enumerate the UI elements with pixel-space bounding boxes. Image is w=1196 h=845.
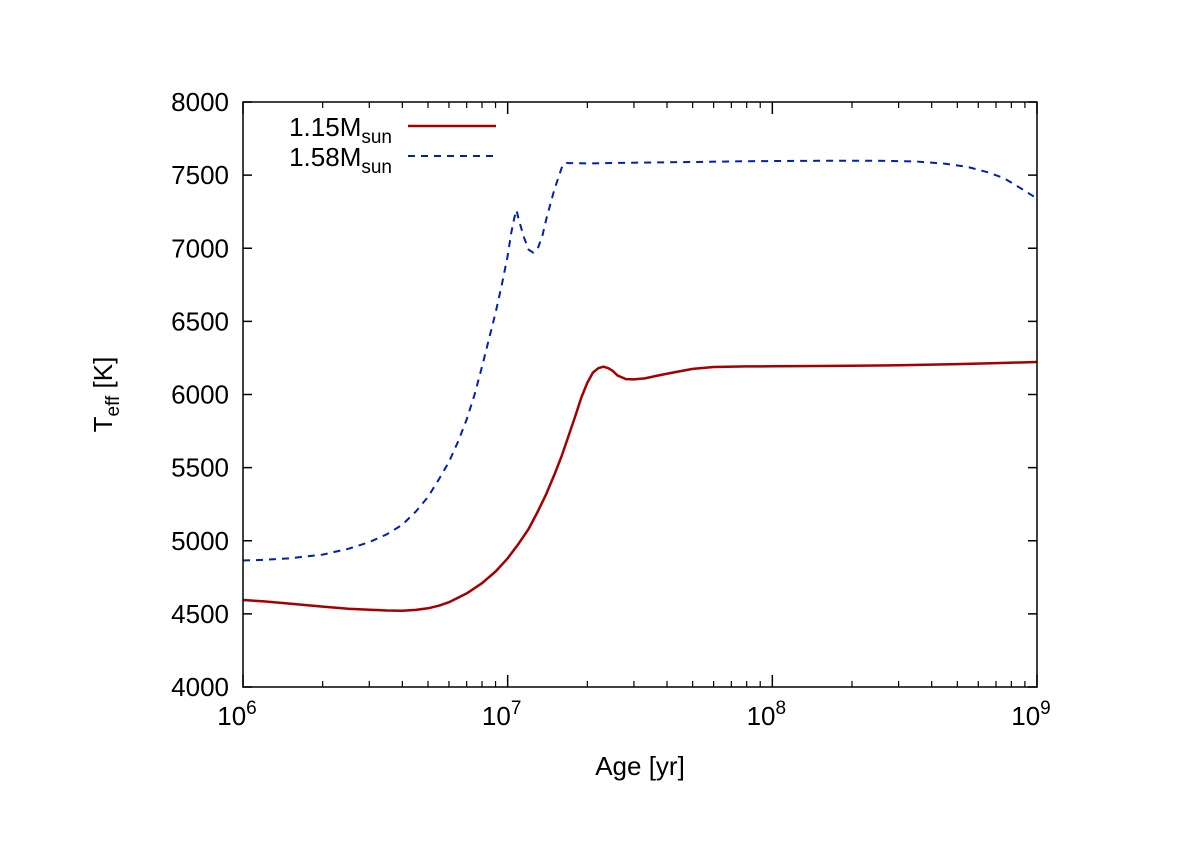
- legend-label-2: 1.58Msun: [289, 142, 392, 178]
- y-tick-labels: 4000 4500 5000 5500 6000 6500 7000 7500 8000: [171, 87, 229, 702]
- x-tick-label: 108: [747, 698, 787, 731]
- y-axis-label: Teff [K]: [88, 357, 124, 433]
- y-tick-label: 4500: [171, 599, 229, 629]
- legend-entry-2: 1.58Msun: [289, 142, 496, 178]
- legend-label-1-main: 1.15M: [289, 112, 361, 142]
- x-tick-label: 109: [1011, 698, 1051, 731]
- y-axis-label-rest: [K]: [88, 357, 118, 396]
- legend-entry-1: 1.15Msun: [289, 112, 496, 148]
- legend-label-2-sub: sun: [361, 157, 392, 178]
- x-tick-labels: 106 107 108 109: [217, 698, 1051, 731]
- x-tick-label: 107: [482, 698, 521, 731]
- x-axis-label: Age [yr]: [595, 751, 685, 781]
- y-tick-label: 4000: [171, 672, 229, 702]
- series-line-1: [242, 360, 1038, 612]
- y-tick-label: 5000: [171, 526, 229, 556]
- legend-label-1: 1.15Msun: [289, 112, 392, 148]
- y-tick-label: 6000: [171, 380, 229, 410]
- series-layer: [242, 159, 1038, 612]
- y-tick-label: 6500: [171, 306, 229, 336]
- y-tick-label: 7000: [171, 233, 229, 263]
- legend-label-2-main: 1.58M: [289, 142, 361, 172]
- legend: 1.15Msun 1.58Msun: [289, 112, 496, 178]
- y-axis-label-main: T: [88, 416, 118, 432]
- y-axis-label-sub: eff: [103, 395, 124, 417]
- ticks-layer: [242, 101, 1038, 688]
- y-tick-label: 7500: [171, 160, 229, 190]
- legend-label-1-sub: sun: [361, 127, 392, 148]
- x-tick-label: 106: [217, 698, 257, 731]
- y-tick-label: 5500: [171, 453, 229, 483]
- y-tick-label: 8000: [171, 87, 229, 117]
